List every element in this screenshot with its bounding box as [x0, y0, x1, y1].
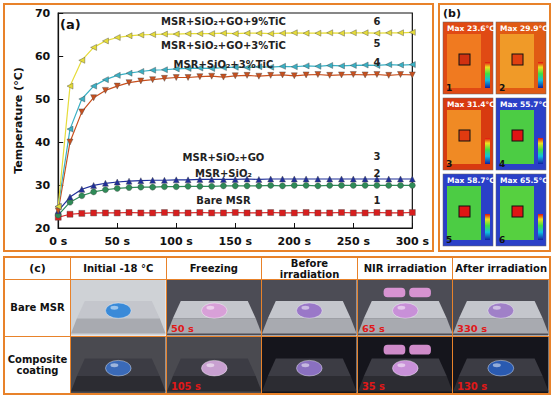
svg-text:100 s: 100 s	[160, 235, 194, 248]
svg-text:150 s: 150 s	[219, 235, 253, 248]
html-text:Freezing: Freezing	[189, 263, 238, 274]
html-text:Before irradiation: Before irradiation	[279, 257, 340, 280]
svg-text:Max 58.7°C: Max 58.7°C	[447, 176, 495, 185]
svg-text:20: 20	[35, 222, 51, 235]
svg-text:40: 40	[35, 136, 51, 149]
html-text:Bare MSR: Bare MSR	[10, 302, 65, 314]
svg-text:65 s: 65 s	[362, 323, 385, 334]
svg-text:2: 2	[373, 168, 380, 179]
svg-text:Bare MSR: Bare MSR	[196, 195, 251, 206]
svg-text:Max 65.5°C: Max 65.5°C	[500, 176, 548, 185]
svg-text:3: 3	[446, 159, 452, 169]
svg-text:130 s: 130 s	[457, 380, 487, 391]
svg-text:MSR+SiO₂+GO+3%TiC: MSR+SiO₂+GO+3%TiC	[161, 40, 286, 51]
svg-text:30: 30	[35, 179, 51, 192]
svg-text:MSR+SiO₂+GO: MSR+SiO₂+GO	[183, 152, 265, 163]
html-text:Initial -18 °C: Initial -18 °C	[83, 263, 154, 274]
html-text:NIR irradiation: NIR irradiation	[363, 263, 447, 274]
svg-text:Temperature (°C): Temperature (°C)	[12, 67, 25, 174]
svg-text:Max 29.9°C: Max 29.9°C	[500, 24, 548, 33]
svg-text:Max 23.6°C: Max 23.6°C	[447, 24, 495, 33]
svg-text:2: 2	[499, 83, 505, 93]
html-text:Composite coating: Composite coating	[7, 353, 68, 376]
svg-text:0 s: 0 s	[49, 235, 67, 248]
svg-text:50 s: 50 s	[171, 323, 194, 334]
svg-text:35 s: 35 s	[362, 380, 385, 391]
svg-text:4: 4	[499, 159, 505, 169]
svg-text:250 s: 250 s	[337, 235, 371, 248]
svg-text:4: 4	[373, 57, 380, 68]
svg-text:6: 6	[499, 235, 505, 245]
svg-text:60: 60	[35, 50, 51, 63]
svg-text:Max 31.4°C: Max 31.4°C	[447, 100, 495, 109]
svg-text:(a): (a)	[60, 17, 81, 32]
svg-text:50 s: 50 s	[104, 235, 130, 248]
svg-text:5: 5	[446, 235, 452, 245]
svg-text:70: 70	[35, 7, 51, 20]
svg-text:105 s: 105 s	[171, 380, 201, 391]
svg-text:330 s: 330 s	[457, 323, 487, 334]
svg-text:200 s: 200 s	[278, 235, 312, 248]
svg-text:50: 50	[35, 93, 51, 106]
svg-text:(b): (b)	[443, 7, 461, 20]
svg-text:MSR+SiO₂: MSR+SiO₂	[195, 168, 252, 179]
svg-text:6: 6	[373, 16, 380, 27]
svg-text:1: 1	[373, 195, 380, 206]
svg-text:300 s: 300 s	[396, 235, 430, 248]
html-text:After irradiation: After irradiation	[455, 263, 547, 274]
svg-text:MSR+SiO₂+3%TiC: MSR+SiO₂+3%TiC	[174, 59, 274, 70]
svg-text:3: 3	[373, 151, 380, 162]
svg-text:1: 1	[446, 83, 452, 93]
svg-text:Max 55.7°C: Max 55.7°C	[500, 100, 548, 109]
html-text:(c): (c)	[29, 262, 46, 275]
svg-text:MSR+SiO₂+GO+9%TiC: MSR+SiO₂+GO+9%TiC	[161, 16, 286, 27]
svg-text:5: 5	[373, 38, 380, 49]
